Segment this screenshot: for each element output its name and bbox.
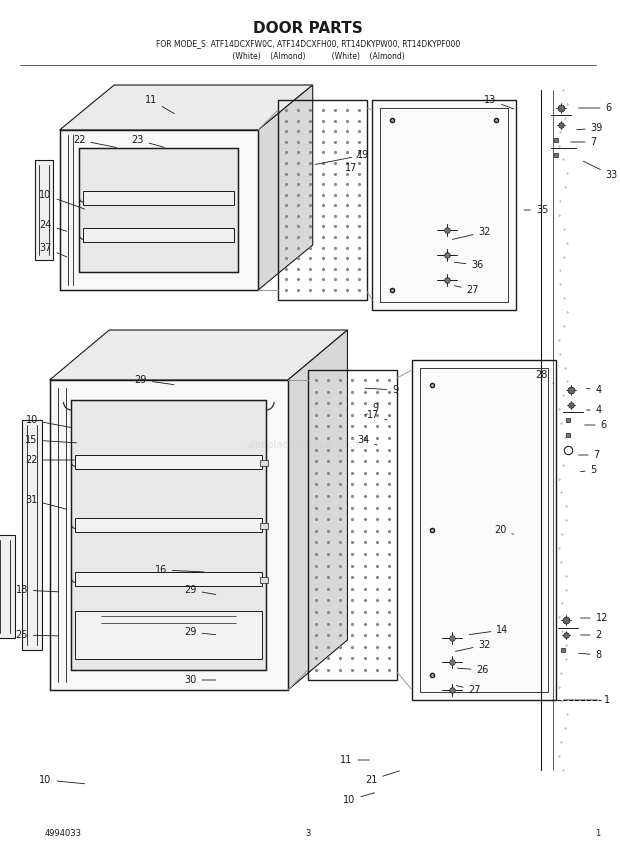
Text: 10: 10	[25, 415, 71, 427]
Text: 19: 19	[316, 150, 370, 164]
Text: 26: 26	[458, 665, 489, 675]
Text: 32: 32	[453, 227, 491, 240]
Text: 35: 35	[524, 205, 549, 215]
Text: 4: 4	[587, 385, 602, 395]
Polygon shape	[258, 85, 312, 290]
Text: 10: 10	[40, 190, 85, 209]
Text: 10: 10	[343, 793, 374, 805]
Polygon shape	[288, 330, 347, 690]
Text: 7: 7	[578, 450, 600, 460]
Bar	[278, 100, 367, 300]
Polygon shape	[79, 148, 238, 272]
Text: 13: 13	[484, 95, 513, 109]
Text: 12: 12	[580, 613, 608, 623]
Text: 9: 9	[365, 403, 378, 415]
Text: 23: 23	[131, 135, 164, 147]
Text: 25: 25	[16, 630, 59, 640]
Bar	[84, 229, 234, 242]
Text: 20: 20	[494, 525, 513, 535]
Text: FOR MODE_S: ATF14DCXFW0C, ATF14DCXFH00, RT14DKYPW00, RT14DKYPF000: FOR MODE_S: ATF14DCXFW0C, ATF14DCXFH00, …	[156, 39, 460, 49]
Text: 17: 17	[345, 151, 361, 173]
Text: 24: 24	[39, 220, 67, 231]
Bar	[380, 108, 508, 302]
Polygon shape	[60, 130, 258, 290]
Text: 2: 2	[580, 630, 602, 640]
Text: 9: 9	[365, 385, 398, 395]
Text: 6: 6	[578, 103, 612, 113]
Text: 15: 15	[25, 435, 77, 445]
Bar	[76, 518, 262, 532]
Text: 16: 16	[154, 565, 204, 575]
Bar	[308, 370, 397, 680]
Text: 37: 37	[39, 243, 67, 257]
Text: 33: 33	[583, 161, 618, 180]
Text: 36: 36	[454, 260, 484, 270]
Text: (White)    (Almond)           (White)    (Almond): (White) (Almond) (White) (Almond)	[211, 51, 405, 61]
Text: 29: 29	[184, 585, 216, 595]
Bar	[260, 461, 268, 467]
Bar	[372, 100, 516, 310]
Bar	[260, 522, 268, 528]
Bar	[260, 576, 268, 582]
Bar	[76, 610, 262, 659]
Text: 4994033: 4994033	[45, 829, 82, 839]
Text: 21: 21	[365, 771, 399, 785]
Text: 27: 27	[454, 285, 479, 295]
Bar	[412, 360, 556, 700]
Text: 1: 1	[595, 829, 601, 839]
Text: 10: 10	[40, 775, 84, 785]
Text: 32: 32	[456, 640, 491, 651]
Text: 4: 4	[587, 405, 602, 415]
Bar	[0, 535, 15, 638]
Bar	[22, 420, 42, 650]
Text: 6: 6	[585, 420, 607, 430]
Text: 11: 11	[144, 95, 174, 114]
Text: 34: 34	[357, 435, 377, 445]
Polygon shape	[71, 400, 266, 670]
Text: 22: 22	[25, 455, 74, 465]
Text: DOOR PARTS: DOOR PARTS	[253, 21, 363, 35]
Text: 11: 11	[340, 755, 370, 765]
Text: allreplacementparts.com: allreplacementparts.com	[247, 440, 369, 450]
Text: 27: 27	[456, 685, 481, 695]
Text: 3: 3	[305, 829, 311, 839]
Text: 29: 29	[135, 375, 174, 385]
Text: 7: 7	[570, 137, 597, 147]
Bar	[76, 572, 262, 586]
Bar	[420, 368, 548, 692]
Polygon shape	[50, 330, 347, 380]
Polygon shape	[50, 380, 288, 690]
Bar	[76, 455, 262, 469]
Bar	[35, 160, 53, 260]
Text: 8: 8	[578, 650, 602, 660]
Text: 31: 31	[25, 495, 67, 509]
Text: 30: 30	[184, 675, 216, 685]
Text: 1: 1	[564, 695, 609, 705]
Text: 5: 5	[580, 465, 597, 475]
Text: 29: 29	[184, 627, 216, 637]
Text: 22: 22	[73, 135, 117, 147]
Bar	[84, 191, 234, 205]
Text: 17: 17	[367, 410, 387, 420]
Polygon shape	[60, 85, 312, 130]
Text: 18: 18	[16, 585, 59, 595]
Text: 28: 28	[536, 370, 554, 383]
Text: 39: 39	[577, 123, 603, 133]
Text: 14: 14	[469, 625, 508, 635]
